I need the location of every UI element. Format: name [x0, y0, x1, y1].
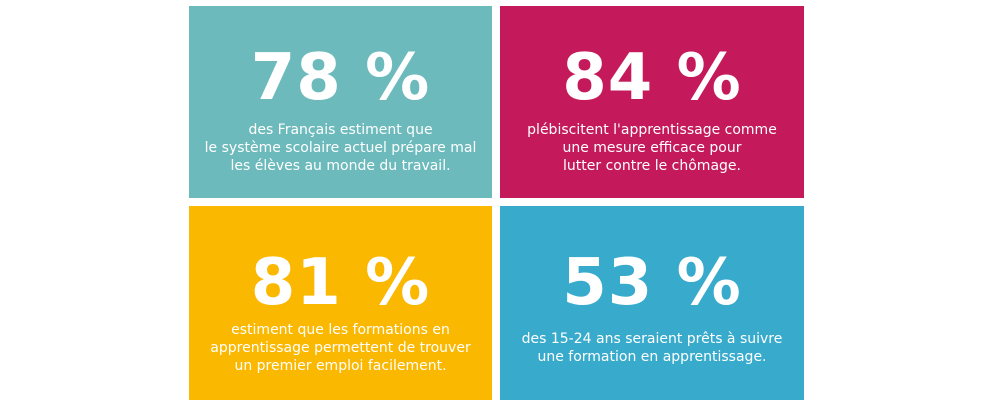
stat-tile-81: 81 % estiment que les formations en appr…: [189, 206, 492, 400]
stat-value: 84 %: [562, 41, 742, 115]
stat-description-line: des Français estiment que: [248, 122, 433, 138]
stat-description-line: le système scolaire actuel prépare mal: [204, 140, 477, 156]
stat-tile-53: 53 % des 15-24 ans seraient prêts à suiv…: [500, 206, 804, 400]
stat-description-line: estiment que les formations en: [231, 322, 450, 338]
stat-description: estiment que les formations en apprentis…: [189, 321, 492, 375]
stat-description-line: une mesure efficace pour: [562, 140, 742, 156]
stat-description-line: apprentissage permettent de trouver: [210, 340, 471, 356]
stat-description: des 15-24 ans seraient prêts à suivre un…: [500, 330, 804, 366]
stat-description-line: plébiscitent l'apprentissage comme: [527, 122, 777, 138]
stat-tile-78: 78 % des Français estiment que le systèm…: [189, 6, 492, 198]
stat-description: plébiscitent l'apprentissage comme une m…: [500, 121, 804, 175]
stat-value: 53 %: [562, 246, 742, 320]
stat-description-line: des 15-24 ans seraient prêts à suivre: [521, 331, 783, 347]
stat-description-line: une formation en apprentissage.: [537, 349, 767, 365]
stat-description-line: lutter contre le chômage.: [563, 158, 741, 174]
stat-tile-84: 84 % plébiscitent l'apprentissage comme …: [500, 6, 804, 198]
stat-value: 81 %: [250, 246, 431, 320]
stat-description: des Français estiment que le système sco…: [189, 121, 492, 175]
stat-description-line: un premier emploi facilement.: [234, 358, 447, 374]
stat-description-line: les élèves au monde du travail.: [230, 158, 451, 174]
stat-value: 78 %: [250, 41, 431, 115]
